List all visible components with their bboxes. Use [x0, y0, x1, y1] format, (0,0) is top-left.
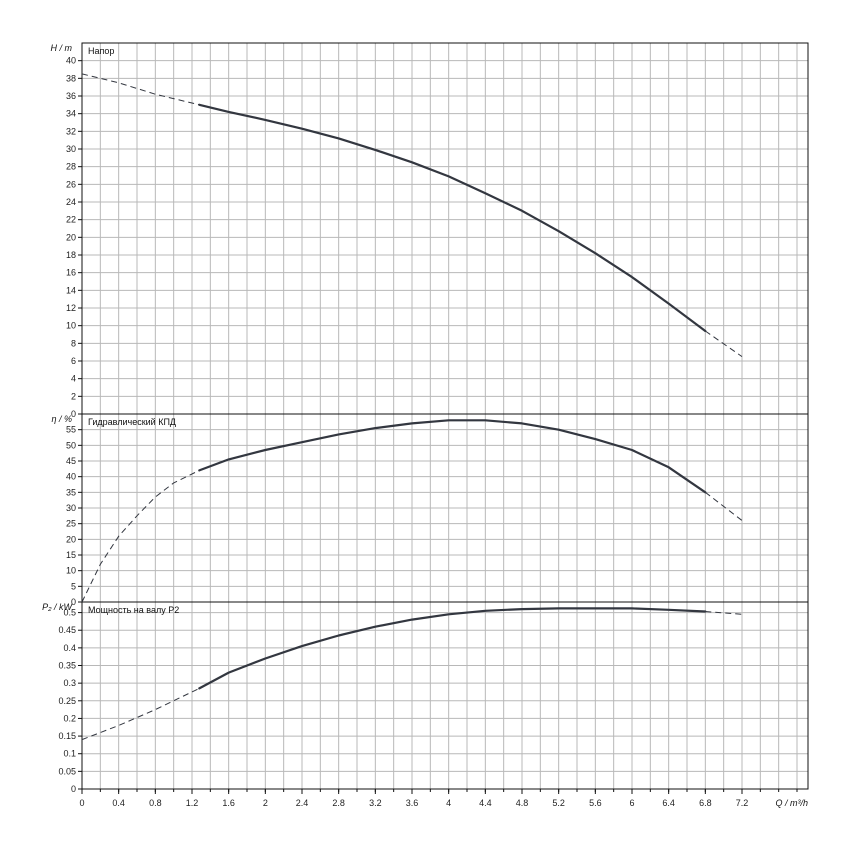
x-tick-label: 1.6	[222, 798, 235, 808]
y-tick-label: 50	[66, 440, 76, 450]
y-tick-label: 34	[66, 109, 76, 119]
y-tick-label: 40	[66, 56, 76, 66]
y-tick-label: 12	[66, 303, 76, 313]
y-tick-label: 0	[71, 784, 76, 794]
y-tick-label: 0.1	[63, 749, 76, 759]
curve-extrapolated-end	[705, 611, 743, 615]
y-axis-label: H / m	[51, 43, 73, 53]
x-tick-label: 5.6	[589, 798, 602, 808]
y-tick-label: 22	[66, 215, 76, 225]
y-tick-label: 30	[66, 503, 76, 513]
x-tick-label: 7.2	[736, 798, 749, 808]
y-tick-label: 0.45	[58, 625, 76, 635]
curve-operating-range	[198, 103, 707, 333]
y-tick-label: 28	[66, 162, 76, 172]
x-tick-label: 5.2	[552, 798, 565, 808]
y-tick-label: 2	[71, 391, 76, 401]
y-tick-label: 0.5	[63, 608, 76, 618]
y-tick-label: 32	[66, 126, 76, 136]
y-tick-label: 0.05	[58, 766, 76, 776]
y-tick-label: 38	[66, 73, 76, 83]
y-tick-label: 20	[66, 232, 76, 242]
x-tick-label: 2	[263, 798, 268, 808]
y-tick-label: 5	[71, 581, 76, 591]
x-tick-label: 0.4	[112, 798, 125, 808]
x-tick-label: 3.6	[406, 798, 419, 808]
x-tick-label: 4	[446, 798, 451, 808]
y-tick-label: 36	[66, 91, 76, 101]
panel-frame	[81, 42, 809, 415]
curve-extrapolated-end	[705, 330, 743, 358]
panel-frame	[81, 601, 809, 790]
y-tick-label: 0.35	[58, 661, 76, 671]
y-tick-label: 4	[71, 374, 76, 384]
y-tick-label: 55	[66, 425, 76, 435]
y-tick-label: 10	[66, 566, 76, 576]
y-tick-label: 0.3	[63, 678, 76, 688]
y-tick-label: 40	[66, 472, 76, 482]
y-tick-label: 35	[66, 487, 76, 497]
x-axis-label: Q / m³/h	[775, 798, 808, 808]
y-tick-label: 0	[71, 409, 76, 419]
x-tick-label: 2.4	[296, 798, 309, 808]
y-tick-label: 14	[66, 285, 76, 295]
x-tick-label: 3.2	[369, 798, 382, 808]
frame-layer	[81, 42, 809, 790]
y-tick-label: 0.4	[63, 643, 76, 653]
x-tick-label: 0	[79, 798, 84, 808]
y-tick-label: 30	[66, 144, 76, 154]
curve-operating-range	[198, 419, 707, 494]
y-tick-label: 45	[66, 456, 76, 466]
y-tick-label: 16	[66, 268, 76, 278]
grid-layer	[81, 43, 808, 790]
y-tick-label: 24	[66, 197, 76, 207]
y-tick-label: 10	[66, 321, 76, 331]
x-tick-label: 4.8	[516, 798, 529, 808]
panel-title: Мощность на валу P2	[88, 605, 179, 615]
curve-extrapolated-start	[81, 469, 200, 603]
y-tick-label: 26	[66, 179, 76, 189]
y-tick-label: 6	[71, 356, 76, 366]
y-tick-label: 0.15	[58, 731, 76, 741]
curves-layer	[81, 73, 743, 741]
x-tick-label: 4.4	[479, 798, 492, 808]
panel-title: Напор	[88, 46, 114, 56]
x-tick-label: 6.4	[662, 798, 675, 808]
x-tick-label: 1.2	[186, 798, 199, 808]
labels-layer: 0246810121416182022242628303234363840Нап…	[42, 43, 808, 808]
y-tick-label: 0.2	[63, 713, 76, 723]
panel-title: Гидравлический КПД	[88, 417, 176, 427]
y-tick-label: 0	[71, 597, 76, 607]
y-tick-label: 15	[66, 550, 76, 560]
y-tick-label: 8	[71, 338, 76, 348]
x-tick-label: 6.8	[699, 798, 712, 808]
y-tick-label: 18	[66, 250, 76, 260]
curve-extrapolated-end	[704, 491, 743, 521]
y-tick-label: 0.25	[58, 696, 76, 706]
curve-extrapolated-start	[81, 687, 200, 741]
curve-operating-range	[198, 607, 707, 690]
x-tick-label: 2.8	[332, 798, 345, 808]
x-tick-label: 0.8	[149, 798, 162, 808]
ticks-layer	[78, 60, 798, 794]
x-tick-label: 6	[629, 798, 634, 808]
y-axis-label: P₂ / kW	[42, 602, 73, 612]
y-axis-label: η / %	[51, 414, 72, 424]
y-tick-label: 20	[66, 534, 76, 544]
y-tick-label: 25	[66, 519, 76, 529]
